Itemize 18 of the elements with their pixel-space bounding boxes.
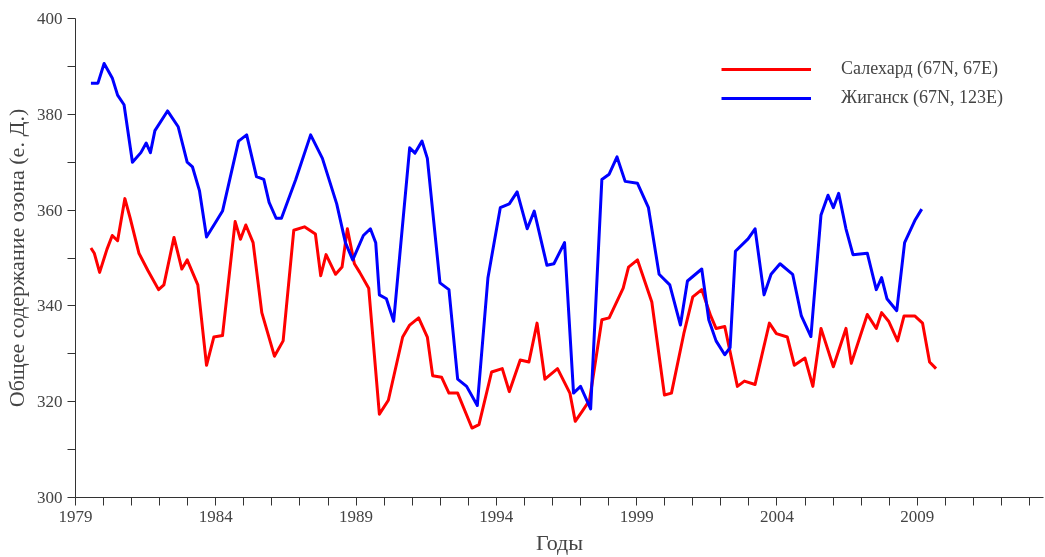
x-tick-label: 1984 bbox=[198, 506, 234, 526]
y-tick-label: 300 bbox=[37, 488, 63, 507]
legend-label: Жиганск (67N, 123E) bbox=[841, 87, 1003, 108]
x-tick-label: 1999 bbox=[619, 506, 654, 526]
y-tick-label: 340 bbox=[37, 296, 63, 316]
y-tick-label: 320 bbox=[37, 392, 63, 412]
x-tick-label: 2009 bbox=[900, 506, 935, 526]
y-tick-label: 360 bbox=[37, 200, 63, 220]
x-tick-label: 1979 bbox=[58, 506, 93, 526]
x-axis-title: Годы bbox=[535, 529, 584, 555]
line-series bbox=[89, 197, 938, 430]
y-tick-label: 380 bbox=[37, 104, 63, 124]
legend-label: Салехард (67N, 67E) bbox=[841, 58, 999, 79]
y-axis-title: Общее содержание озона (е. Д.) bbox=[4, 108, 29, 408]
x-tick-label: 1989 bbox=[339, 506, 374, 526]
x-tick-label: 2004 bbox=[759, 506, 795, 526]
y-tick-label: 400 bbox=[37, 9, 63, 28]
x-tick-label: 1994 bbox=[479, 506, 514, 526]
